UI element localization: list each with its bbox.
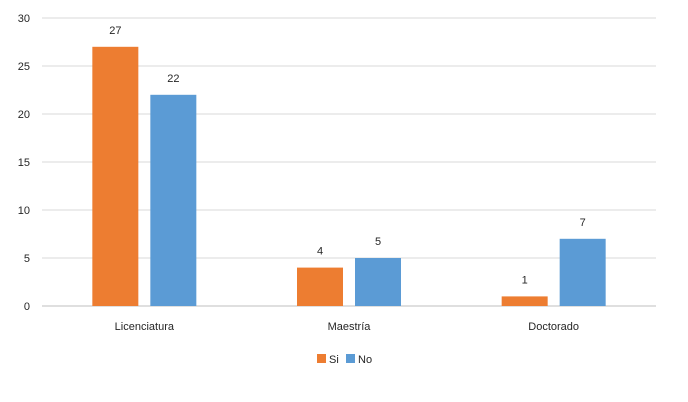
legend-swatch-si bbox=[317, 354, 326, 363]
legend-label-si: Si bbox=[329, 354, 339, 366]
bar-no-1 bbox=[150, 94, 197, 306]
x-tick-label: Maestría bbox=[328, 321, 372, 333]
data-label: 1 bbox=[522, 274, 528, 286]
legend-swatch-no bbox=[346, 354, 355, 363]
y-tick-label: 5 bbox=[24, 253, 30, 265]
data-label: 7 bbox=[580, 217, 586, 229]
legend-label-no: No bbox=[358, 354, 372, 366]
legend: Si No bbox=[317, 354, 372, 366]
data-label: 5 bbox=[375, 236, 381, 248]
y-tick-label: 30 bbox=[18, 13, 30, 25]
bar-si-3 bbox=[501, 296, 548, 306]
x-tick-label: Licenciatura bbox=[115, 321, 175, 333]
data-labels: 27 22 4 5 1 7 bbox=[109, 25, 586, 287]
data-label: 22 bbox=[167, 73, 179, 85]
y-tick-label: 15 bbox=[18, 157, 30, 169]
data-label: 27 bbox=[109, 25, 121, 37]
x-axis-labels: Licenciatura Maestría Doctorado bbox=[115, 321, 579, 333]
y-tick-label: 25 bbox=[18, 61, 30, 73]
y-tick-label: 20 bbox=[18, 109, 30, 121]
gridlines bbox=[42, 17, 656, 307]
y-tick-label: 0 bbox=[24, 301, 30, 313]
y-tick-label: 10 bbox=[18, 205, 30, 217]
bars bbox=[92, 46, 606, 307]
data-label: 4 bbox=[317, 246, 323, 258]
bar-si-1 bbox=[92, 46, 139, 307]
y-axis-ticks: 0 5 10 15 20 25 30 bbox=[18, 13, 30, 313]
bar-no-2 bbox=[355, 258, 401, 306]
bar-no-3 bbox=[559, 238, 606, 306]
x-tick-label: Doctorado bbox=[528, 321, 579, 333]
bar-si-2 bbox=[297, 267, 343, 306]
